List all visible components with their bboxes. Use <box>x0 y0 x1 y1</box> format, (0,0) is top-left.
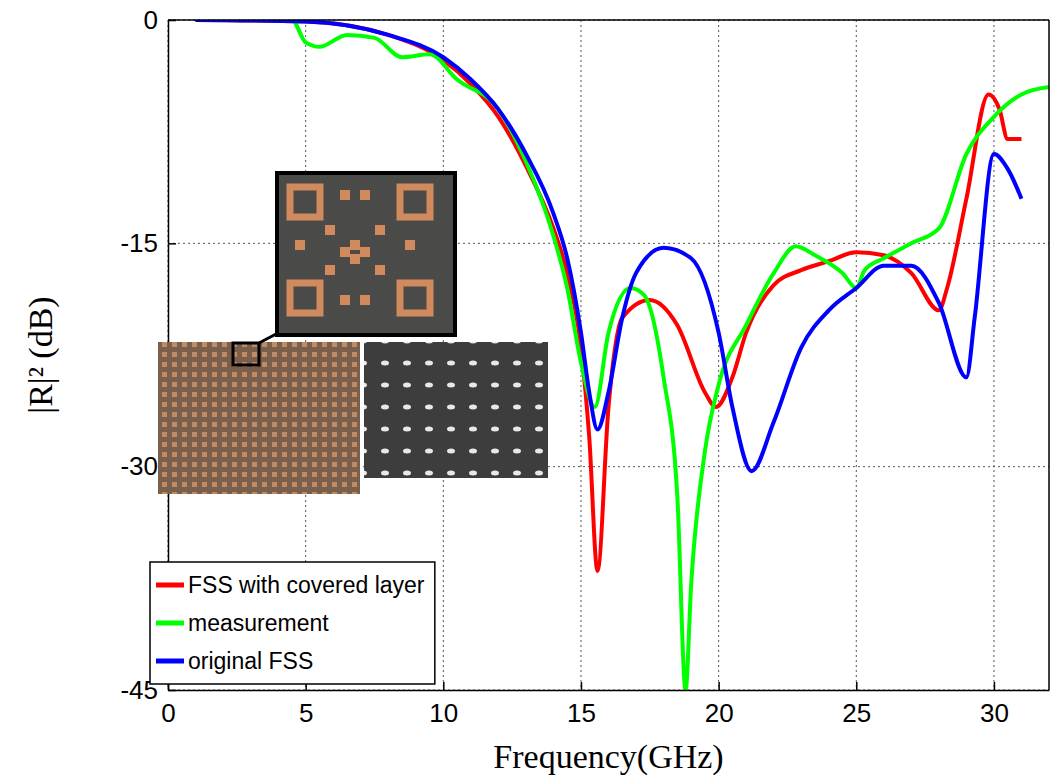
inset-photo <box>158 342 360 494</box>
tick-label: 0 <box>144 5 158 35</box>
tick-label: -15 <box>120 228 158 258</box>
tick-label: 5 <box>299 698 313 728</box>
grid-line <box>993 20 994 690</box>
inset-shape <box>325 265 335 275</box>
inset-photos <box>158 173 548 494</box>
tick: 5 <box>299 682 313 728</box>
inset-shape <box>325 225 335 235</box>
inset-shape <box>340 190 350 200</box>
x-axis: 0 5 10 15 20 25 30 <box>161 682 1049 728</box>
inset-shape <box>295 240 305 250</box>
tick-label: 10 <box>429 698 458 728</box>
inset-shape <box>350 254 360 264</box>
tick-label: 30 <box>980 698 1009 728</box>
inset-shape <box>290 283 320 313</box>
inset-shape <box>340 247 350 257</box>
tick-mark <box>994 682 996 690</box>
legend-swatch <box>156 659 184 664</box>
zoom-box <box>233 343 259 365</box>
legend-swatch <box>156 621 184 626</box>
chart: 051015202530-45-30-150Frequency(GHz)|R|²… <box>0 0 1059 780</box>
tick: 15 <box>567 682 596 728</box>
legend-box <box>150 562 435 684</box>
frame <box>168 19 1049 21</box>
inset-shape <box>400 187 430 217</box>
tick: 30 <box>980 682 1009 728</box>
tick: 20 <box>705 682 734 728</box>
legend: FSS with covered layer measurement origina… <box>150 562 435 684</box>
tick: 25 <box>842 682 871 728</box>
inset-shape <box>290 187 320 217</box>
inset-shape <box>360 295 370 305</box>
legend-label: FSS with covered layer <box>188 572 425 598</box>
tick-mark <box>856 682 858 690</box>
inset-shape <box>350 240 360 250</box>
y-axis-title: |R|² (dB) <box>22 296 60 413</box>
tick: -15 <box>120 228 176 258</box>
tick: 10 <box>429 682 458 728</box>
tick-label: 25 <box>842 698 871 728</box>
tick-label: 0 <box>161 698 175 728</box>
inset-shape <box>375 225 385 235</box>
legend-label: original FSS <box>188 648 313 674</box>
inset-photo <box>364 342 548 478</box>
grid-line <box>856 20 857 690</box>
frame <box>1048 20 1050 690</box>
inset-shape <box>340 295 350 305</box>
inset-shape <box>375 265 385 275</box>
grid-line <box>168 20 1049 21</box>
inset-photo <box>277 173 455 335</box>
tick-mark <box>168 243 176 245</box>
legend-label: measurement <box>188 610 329 636</box>
tick-mark <box>581 682 583 690</box>
inset-shape <box>405 240 415 250</box>
inset-shape <box>400 283 430 313</box>
inset-shape <box>360 247 370 257</box>
tick-label: 15 <box>567 698 596 728</box>
legend-swatch <box>156 583 184 588</box>
tick-mark <box>718 682 720 690</box>
tick-mark <box>443 682 445 690</box>
grid-line <box>718 20 719 690</box>
grid-line <box>168 690 1049 691</box>
tick-mark <box>168 690 176 692</box>
x-axis-title: Frequency(GHz) <box>493 738 723 776</box>
inset-shape <box>360 190 370 200</box>
tick-label: 20 <box>705 698 734 728</box>
inset-zoom <box>277 173 455 335</box>
axis-line <box>169 690 1050 692</box>
plot: 051015202530-45-30-150 <box>120 5 1049 729</box>
tick-label: -30 <box>120 451 158 481</box>
